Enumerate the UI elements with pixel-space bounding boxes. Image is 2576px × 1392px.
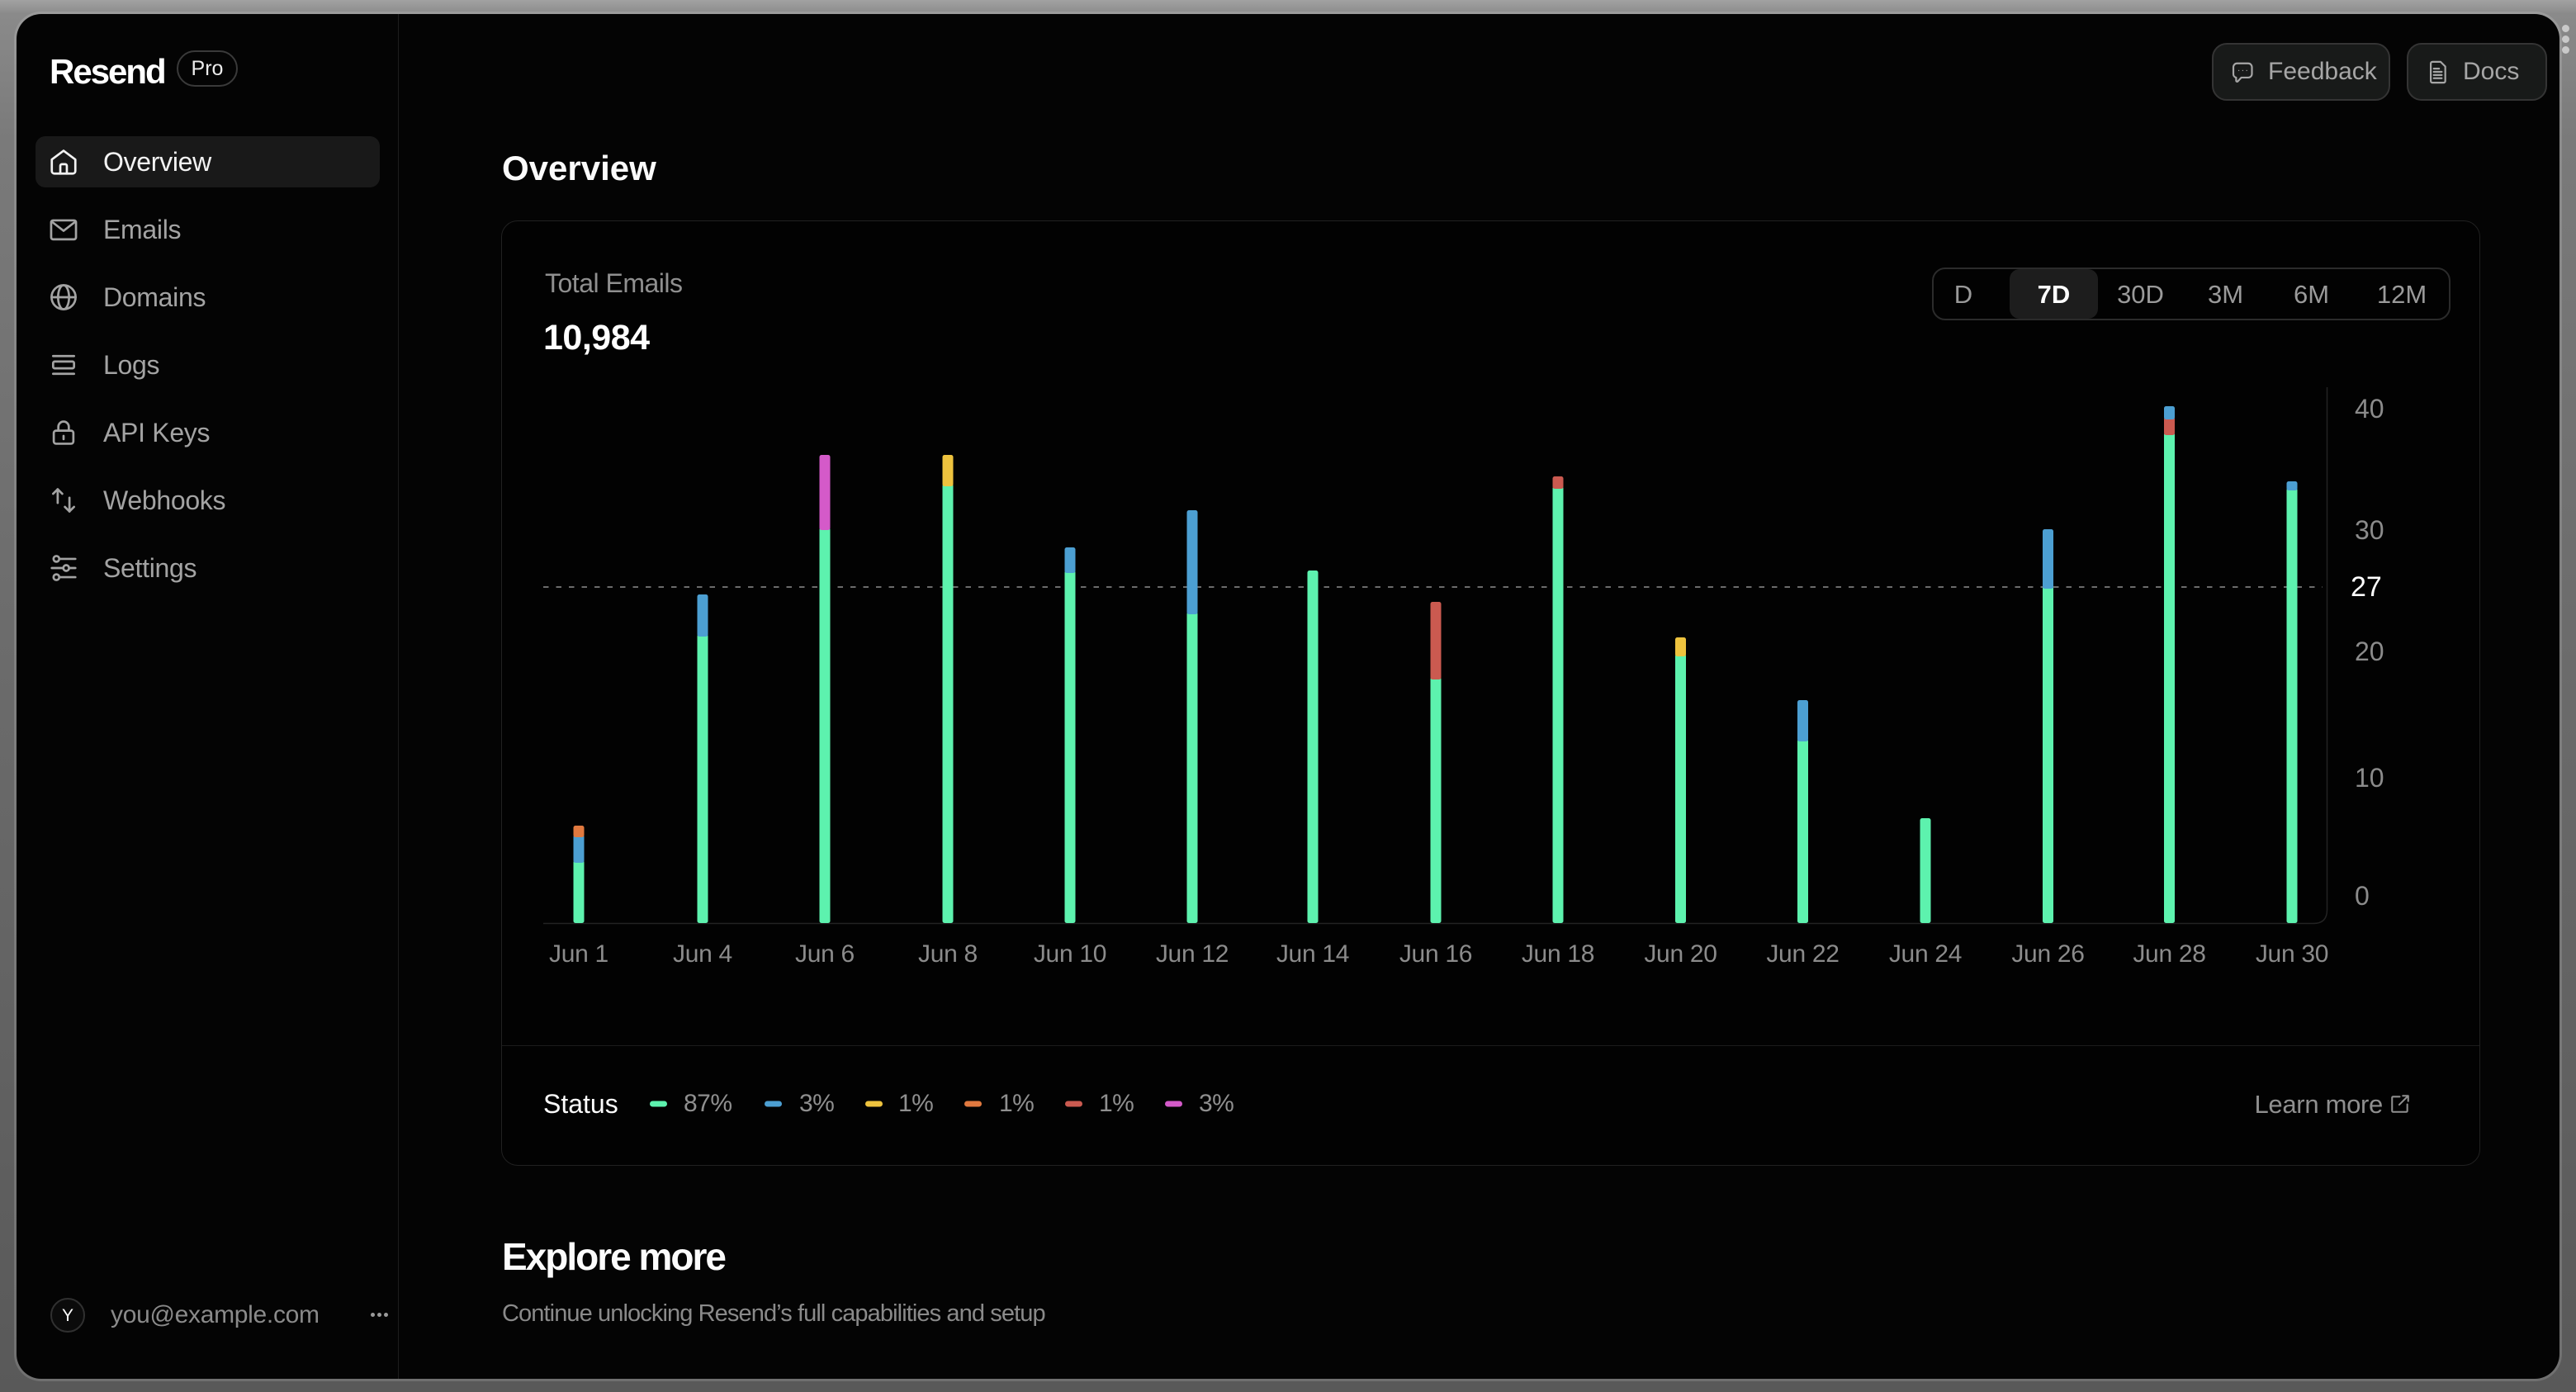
svg-text:30: 30 (2355, 515, 2384, 545)
svg-text:Jun 20: Jun 20 (1644, 940, 1717, 968)
svg-text:Jun 8: Jun 8 (918, 940, 978, 968)
svg-text:20: 20 (2355, 637, 2384, 666)
svg-text:Jun 10: Jun 10 (1034, 940, 1106, 968)
svg-text:Jun 22: Jun 22 (1766, 940, 1839, 968)
svg-text:0: 0 (2355, 881, 2370, 911)
svg-text:Jun 14: Jun 14 (1276, 940, 1349, 968)
svg-text:27: 27 (2351, 571, 2382, 603)
svg-text:Jun 30: Jun 30 (2256, 940, 2328, 968)
svg-text:Jun 24: Jun 24 (1889, 940, 1962, 968)
svg-text:Jun 28: Jun 28 (2133, 940, 2205, 968)
svg-text:Jun 1: Jun 1 (549, 940, 608, 968)
svg-text:10: 10 (2355, 763, 2384, 793)
svg-text:Jun 12: Jun 12 (1156, 940, 1229, 968)
svg-text:Jun 26: Jun 26 (2011, 940, 2084, 968)
svg-text:Jun 4: Jun 4 (673, 940, 732, 968)
svg-text:Jun 16: Jun 16 (1399, 940, 1472, 968)
svg-text:Jun 18: Jun 18 (1522, 940, 1594, 968)
svg-text:Jun 6: Jun 6 (795, 940, 855, 968)
svg-text:40: 40 (2355, 394, 2384, 424)
